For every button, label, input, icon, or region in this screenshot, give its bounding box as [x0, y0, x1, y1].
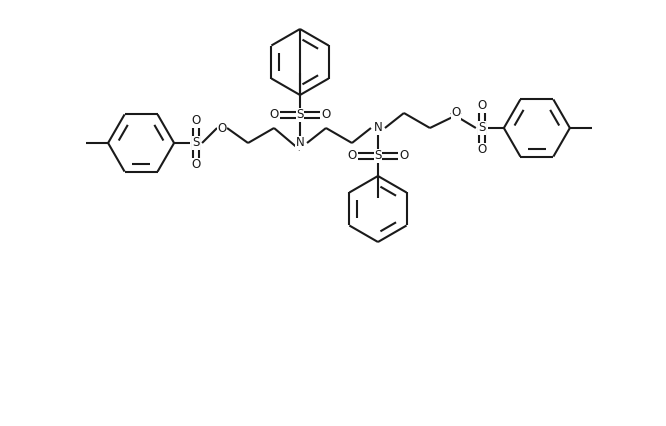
Text: N: N: [374, 121, 382, 135]
Text: O: O: [478, 144, 486, 156]
Text: O: O: [322, 109, 330, 121]
Text: S: S: [478, 121, 486, 135]
Text: O: O: [452, 106, 460, 120]
Text: O: O: [191, 158, 200, 172]
Text: S: S: [296, 109, 304, 121]
Text: S: S: [192, 136, 200, 150]
Text: O: O: [217, 121, 226, 135]
Text: N: N: [296, 136, 304, 150]
Text: O: O: [269, 109, 278, 121]
Text: O: O: [347, 150, 356, 162]
Text: O: O: [478, 100, 486, 112]
Text: O: O: [191, 115, 200, 127]
Text: O: O: [400, 150, 408, 162]
Text: S: S: [374, 150, 382, 162]
